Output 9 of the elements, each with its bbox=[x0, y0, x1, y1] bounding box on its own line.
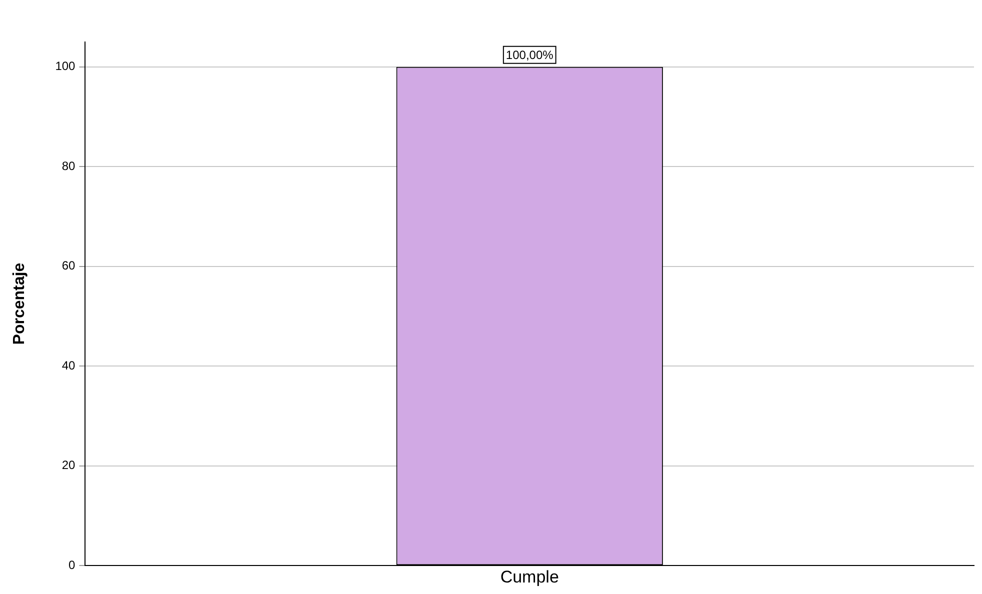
y-tick-label: 40 bbox=[62, 358, 76, 372]
y-axis-title: Porcentaje bbox=[11, 262, 28, 345]
y-tick-label: 0 bbox=[68, 558, 76, 572]
y-tick-label: 60 bbox=[62, 258, 76, 273]
x-tick-label: Cumple bbox=[500, 567, 559, 586]
y-tick-label: 80 bbox=[62, 158, 76, 173]
y-tick-label: 100 bbox=[55, 59, 76, 74]
y-tick-label: 20 bbox=[62, 458, 76, 472]
data-label: 100,00% bbox=[506, 48, 554, 62]
